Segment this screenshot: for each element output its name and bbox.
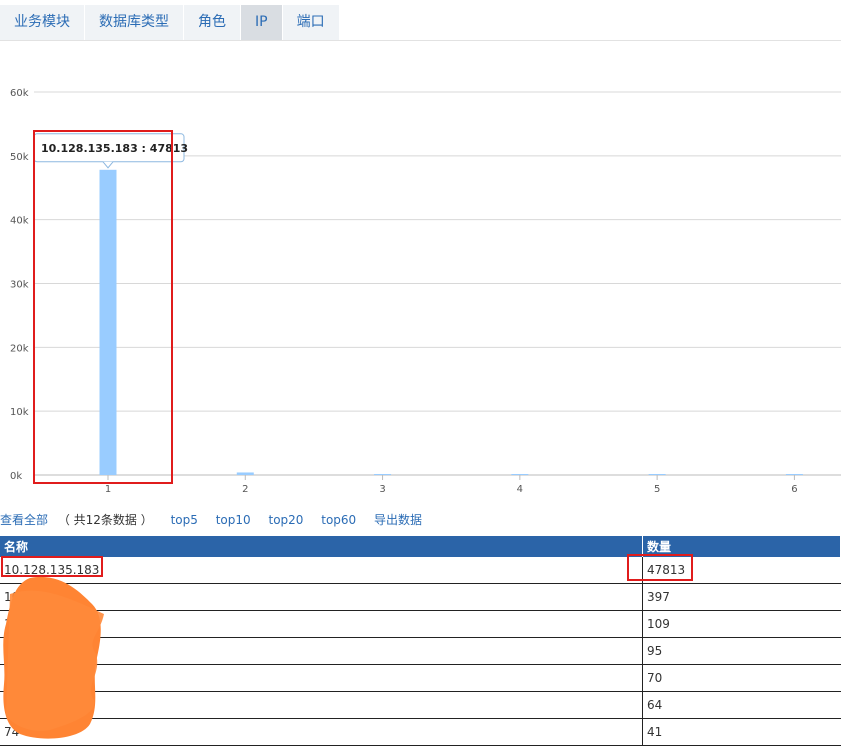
table-row[interactable]: 10 70 <box>0 664 841 692</box>
cell-name: 10 <box>0 664 643 692</box>
table-header-row: 名称 数量 <box>0 536 841 557</box>
table-row[interactable]: 10. . .29 397 <box>0 583 841 611</box>
tab-bar: 业务模块 数据库类型 角色 IP 端口 <box>0 5 340 40</box>
table-row[interactable]: 74 41 <box>0 718 841 746</box>
chart-tooltip: 10.128.135.183 : 47813 <box>33 133 188 169</box>
cell-name: 74 <box>0 718 643 746</box>
cell-name: 2 <box>0 691 643 719</box>
cell-count: 64 <box>642 691 841 719</box>
table-row[interactable]: 2 64 <box>0 691 841 719</box>
x-tick-label: 2 <box>242 484 248 495</box>
tab-divider <box>0 40 841 41</box>
tooltip-pointer <box>102 161 114 169</box>
top5-link[interactable]: top5 <box>170 513 198 527</box>
cell-count: 95 <box>642 637 841 665</box>
y-tick-label: 40k <box>10 216 29 227</box>
cell-count: 109 <box>642 610 841 638</box>
export-data-link[interactable]: 导出数据 <box>374 513 423 527</box>
table-row[interactable]: 1 109 <box>0 610 841 638</box>
bar <box>99 169 117 475</box>
bar <box>648 474 666 475</box>
y-tick-label: 60k <box>10 88 29 99</box>
y-tick-label: 10k <box>10 407 29 418</box>
table-actions: 查看全部 （ 共12条数据 ） top5 top10 top20 top60 导… <box>0 511 436 528</box>
x-tick-label: 1 <box>105 484 111 495</box>
x-tick-label: 4 <box>517 484 523 495</box>
cell-count: 41 <box>642 718 841 746</box>
bar <box>236 472 254 475</box>
ip-count-table: 名称 数量 10.128.135.183 47813 10. . .29 397… <box>0 536 841 746</box>
y-tick-label: 50k <box>10 152 29 163</box>
cell-name: 10. . .29 <box>0 583 643 611</box>
table-row[interactable]: 10.128.135.183 47813 <box>0 557 841 584</box>
y-tick-label: 20k <box>10 343 29 354</box>
tab-role[interactable]: 角色 <box>184 5 241 40</box>
tab-database-type[interactable]: 数据库类型 <box>85 5 184 40</box>
bar <box>785 474 803 475</box>
ip-bar-chart: 0k 10k 20k 30k 40k 50k 60k 1 2 3 4 5 6 10.128.135.183… <box>10 88 841 495</box>
x-tick-label: 6 <box>791 484 797 495</box>
tab-port[interactable]: 端口 <box>282 5 340 40</box>
total-count-text: （ 共12条数据 ） <box>57 513 153 527</box>
top60-link[interactable]: top60 <box>321 513 357 527</box>
table-row[interactable]: 1 95 <box>0 637 841 665</box>
cell-count: 397 <box>642 583 841 611</box>
tab-business-module[interactable]: 业务模块 <box>0 5 85 40</box>
column-header-name[interactable]: 名称 <box>0 536 643 557</box>
cell-name: 1 <box>0 637 643 665</box>
x-tick-label: 3 <box>379 484 385 495</box>
bar <box>374 474 392 475</box>
cell-name: 10.128.135.183 <box>0 557 643 584</box>
y-tick-label: 0k <box>10 471 22 482</box>
x-tick-label: 5 <box>654 484 660 495</box>
cell-count: 70 <box>642 664 841 692</box>
y-tick-label: 30k <box>10 280 29 291</box>
bar <box>511 474 529 475</box>
cell-name: 1 <box>0 610 643 638</box>
view-all-link[interactable]: 查看全部 <box>0 513 49 527</box>
tooltip-text: 10.128.135.183 : 47813 <box>41 142 188 155</box>
top10-link[interactable]: top10 <box>215 513 251 527</box>
cell-count: 47813 <box>642 557 841 584</box>
column-header-count[interactable]: 数量 <box>642 536 841 557</box>
tab-ip[interactable]: IP <box>241 5 283 40</box>
top20-link[interactable]: top20 <box>268 513 304 527</box>
